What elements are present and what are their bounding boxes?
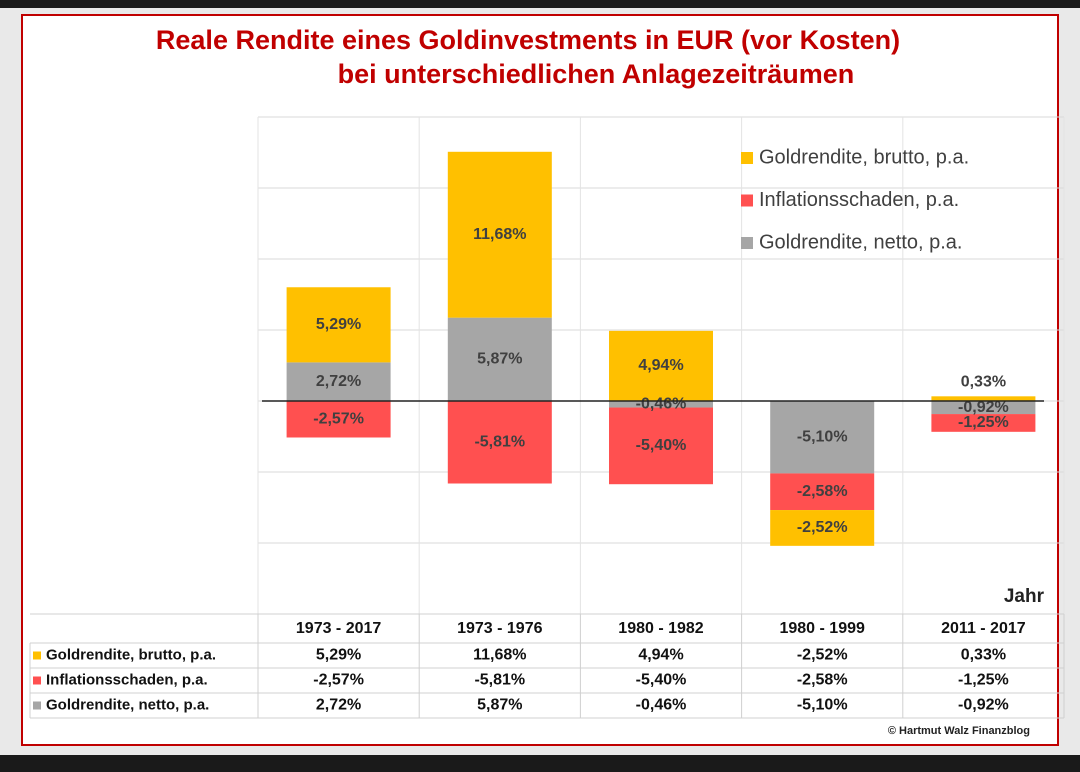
chart-title: bei unterschiedlichen Anlagezeiträumen bbox=[338, 59, 855, 89]
data-label: -5,10% bbox=[797, 428, 848, 445]
table-cell: 5,87% bbox=[477, 697, 522, 714]
chart-title: Reale Rendite eines Goldinvestments in E… bbox=[156, 25, 900, 55]
table-cell: 0,33% bbox=[961, 647, 1006, 664]
table-header: 1973 - 2017 bbox=[296, 620, 382, 637]
table-cell: 2,72% bbox=[316, 697, 361, 714]
bar-segment bbox=[609, 330, 713, 401]
data-label: -0,92% bbox=[958, 399, 1009, 416]
table-row-label: Goldrendite, netto, p.a. bbox=[46, 696, 209, 713]
table-cell: 4,94% bbox=[638, 647, 683, 664]
legend-label: Goldrendite, netto, p.a. bbox=[759, 231, 962, 253]
data-label: 4,94% bbox=[638, 357, 683, 374]
data-label: 5,29% bbox=[316, 316, 361, 333]
table-cell: -2,57% bbox=[313, 672, 364, 689]
table-row-label: Goldrendite, brutto, p.a. bbox=[46, 646, 216, 663]
table-cell: -5,40% bbox=[636, 672, 687, 689]
data-label: 0,33% bbox=[961, 374, 1006, 391]
table-cell: -0,92% bbox=[958, 697, 1009, 714]
bar-segment bbox=[286, 287, 391, 363]
table-swatch bbox=[33, 676, 41, 685]
table-swatch bbox=[33, 701, 41, 710]
data-label: 5,87% bbox=[477, 351, 522, 368]
data-label: -5,40% bbox=[636, 437, 687, 454]
data-label: -2,58% bbox=[797, 483, 848, 500]
data-label: -2,52% bbox=[797, 519, 848, 536]
data-label: -5,81% bbox=[474, 433, 525, 450]
table-cell: -0,46% bbox=[636, 697, 687, 714]
bar-segment bbox=[286, 401, 391, 438]
table-cell: -2,52% bbox=[797, 647, 848, 664]
table-cell: -2,58% bbox=[797, 672, 848, 689]
data-label: -1,25% bbox=[958, 414, 1009, 431]
table-header: 1980 - 1982 bbox=[618, 620, 704, 637]
data-label: 11,68% bbox=[473, 226, 526, 243]
table-row-label: Inflationsschaden, p.a. bbox=[46, 671, 208, 688]
legend-swatch bbox=[741, 194, 753, 207]
table-cell: -1,25% bbox=[958, 672, 1009, 689]
data-label: -2,57% bbox=[313, 410, 364, 427]
data-label: -0,46% bbox=[636, 395, 687, 412]
table-cell: 5,29% bbox=[316, 647, 361, 664]
bar-segment bbox=[931, 414, 1036, 432]
x-axis-label: Jahr bbox=[1004, 586, 1045, 607]
bar-segment bbox=[609, 407, 713, 485]
bar-segment bbox=[609, 401, 713, 408]
data-label: 2,72% bbox=[316, 373, 361, 390]
table-cell: -5,81% bbox=[474, 672, 525, 689]
copyright: © Hartmut Walz Finanzblog bbox=[888, 725, 1030, 737]
bar-segment bbox=[447, 401, 552, 484]
bar-segment bbox=[931, 396, 1036, 401]
bar-segment bbox=[770, 473, 875, 511]
table-cell: -5,10% bbox=[797, 697, 848, 714]
bar-segment bbox=[286, 362, 391, 401]
legend-label: Goldrendite, brutto, p.a. bbox=[759, 146, 969, 168]
table-cell: 11,68% bbox=[473, 647, 526, 664]
bar-segment bbox=[770, 510, 875, 546]
bar-segment bbox=[447, 151, 552, 318]
bar-segment bbox=[770, 401, 875, 474]
table-swatch bbox=[33, 651, 41, 660]
bar-segment bbox=[931, 401, 1036, 415]
bar-segment bbox=[447, 317, 552, 401]
table-header: 2011 - 2017 bbox=[941, 620, 1026, 637]
table-header: 1980 - 1999 bbox=[779, 620, 865, 637]
table-header: 1973 - 1976 bbox=[457, 620, 543, 637]
legend-swatch bbox=[741, 237, 753, 249]
legend-label: Inflationsschaden, p.a. bbox=[759, 189, 959, 211]
legend-swatch bbox=[741, 152, 753, 164]
